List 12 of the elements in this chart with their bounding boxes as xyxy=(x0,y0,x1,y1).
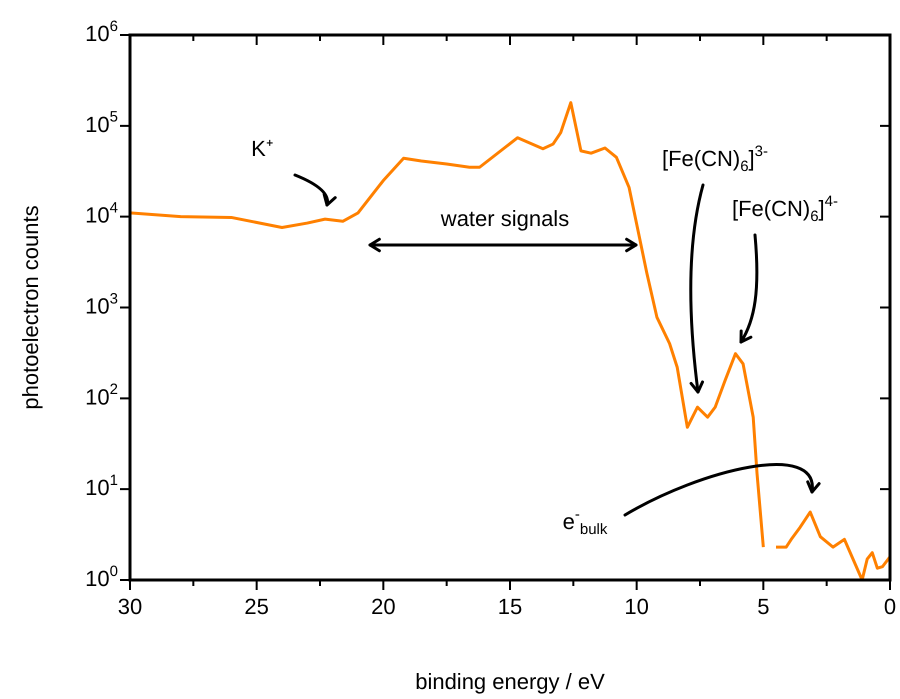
x-axis-title: binding energy / eV xyxy=(415,669,606,694)
x-tick-label: 5 xyxy=(757,594,770,620)
x-tick-label: 30 xyxy=(118,594,142,620)
annotation: water signals xyxy=(440,206,570,232)
y-axis-title: photoelectron counts xyxy=(18,205,44,410)
x-tick-label: 10 xyxy=(624,594,649,620)
x-tick-label: 25 xyxy=(244,594,269,620)
x-tick-label: 20 xyxy=(371,594,396,620)
annotation: e-bulk xyxy=(562,506,608,538)
x-tick-label: 0 xyxy=(884,594,896,620)
x-tick-label: 15 xyxy=(498,594,522,620)
annotation: K⁺ xyxy=(251,136,273,162)
